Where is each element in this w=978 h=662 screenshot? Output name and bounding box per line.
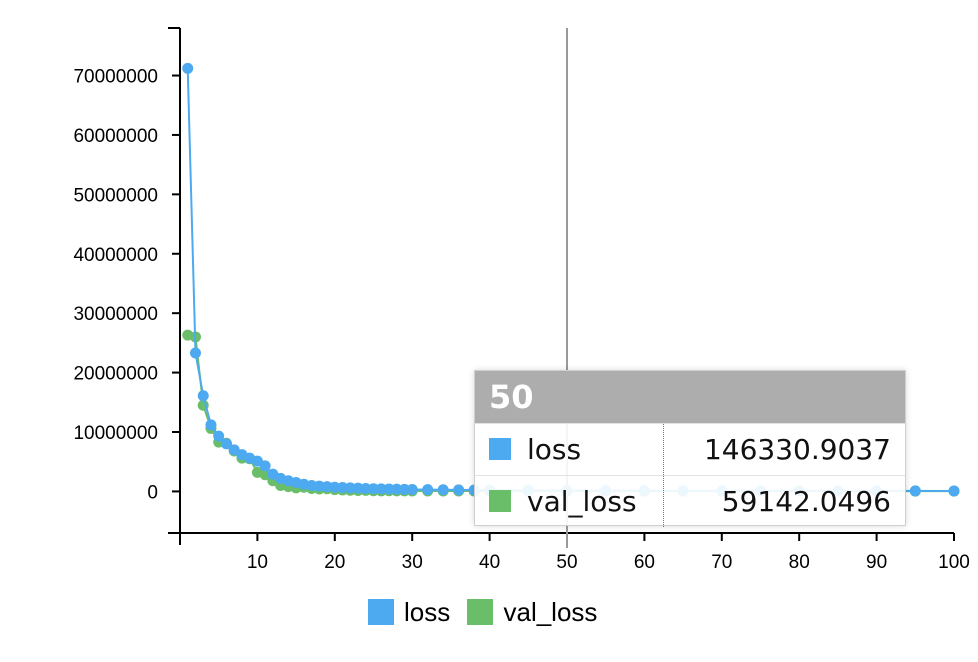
y-tick-label: 70000000	[73, 67, 158, 88]
y-tick-label: 60000000	[73, 126, 158, 147]
x-tick-label: 80	[789, 552, 810, 573]
data-point-loss	[220, 438, 232, 450]
y-tick-label: 10000000	[73, 423, 158, 444]
data-point-loss	[213, 430, 225, 442]
data-point-loss	[189, 347, 201, 359]
hover-tooltip: 50 loss 146330.9037 val_loss 59142.0496	[474, 370, 906, 527]
data-point-loss	[383, 483, 395, 495]
tooltip-loss-swatch	[489, 438, 511, 460]
legend-val-loss-label: val_loss	[503, 597, 598, 627]
data-point-loss	[406, 483, 418, 495]
tooltip-row-loss: loss 146330.9037	[475, 423, 905, 475]
tooltip-row-val-loss: val_loss 59142.0496	[475, 475, 905, 527]
legend: loss val_loss	[368, 597, 607, 633]
x-axis: 10 20 30 40 50 60 70 80 90 100	[179, 532, 970, 573]
data-point-loss	[360, 482, 372, 494]
y-tick-label: 50000000	[73, 185, 158, 206]
data-point-loss	[182, 62, 194, 74]
data-point-loss	[197, 390, 209, 402]
tooltip-separator	[663, 476, 664, 527]
tooltip-loss-name: loss	[527, 433, 582, 466]
x-tick-label: 10	[247, 552, 268, 573]
tooltip-title: 50	[475, 371, 905, 423]
data-point-loss	[368, 483, 379, 495]
legend-val-loss-swatch	[467, 599, 494, 625]
data-point-loss	[437, 484, 449, 496]
x-tick-label: 20	[324, 552, 345, 573]
tooltip-separator	[663, 424, 664, 475]
data-point-loss	[337, 482, 349, 494]
data-point-loss	[909, 485, 921, 497]
tooltip-val-loss-name: val_loss	[527, 485, 637, 518]
tooltip-val-loss-swatch	[489, 490, 511, 512]
y-axis: 0 10000000 20000000 30000000 40000000 5000000…	[73, 27, 181, 534]
data-point-loss	[422, 484, 434, 496]
y-tick-label: 30000000	[73, 304, 158, 325]
data-point-loss	[391, 483, 403, 495]
data-point-loss	[948, 485, 960, 497]
x-tick-label: 50	[556, 552, 577, 573]
x-tick-label: 30	[402, 552, 423, 573]
x-tick-label: 90	[866, 552, 887, 573]
y-tick-label: 40000000	[73, 245, 158, 266]
x-tick-label: 60	[634, 552, 655, 573]
data-point-loss	[398, 483, 410, 495]
data-point-loss	[205, 419, 217, 431]
x-tick-label: 70	[711, 552, 732, 573]
tooltip-val-loss-value: 59142.0496	[721, 485, 891, 518]
legend-loss-swatch	[368, 599, 394, 625]
legend-item-loss[interactable]: loss	[368, 597, 450, 628]
data-point-loss	[344, 482, 356, 494]
y-tick-label: 0	[147, 482, 158, 503]
x-tick-label: 100	[938, 552, 970, 573]
data-point-loss	[453, 484, 465, 496]
tooltip-loss-value: 146330.9037	[703, 433, 891, 466]
legend-item-val-loss[interactable]: val_loss	[467, 597, 597, 628]
y-tick-label: 20000000	[73, 364, 158, 385]
data-point-loss	[352, 482, 364, 494]
data-point-loss	[329, 481, 341, 493]
x-tick-label: 40	[479, 552, 500, 573]
data-point-loss	[375, 483, 387, 495]
legend-loss-label: loss	[404, 597, 451, 627]
data-point-loss	[259, 460, 271, 472]
